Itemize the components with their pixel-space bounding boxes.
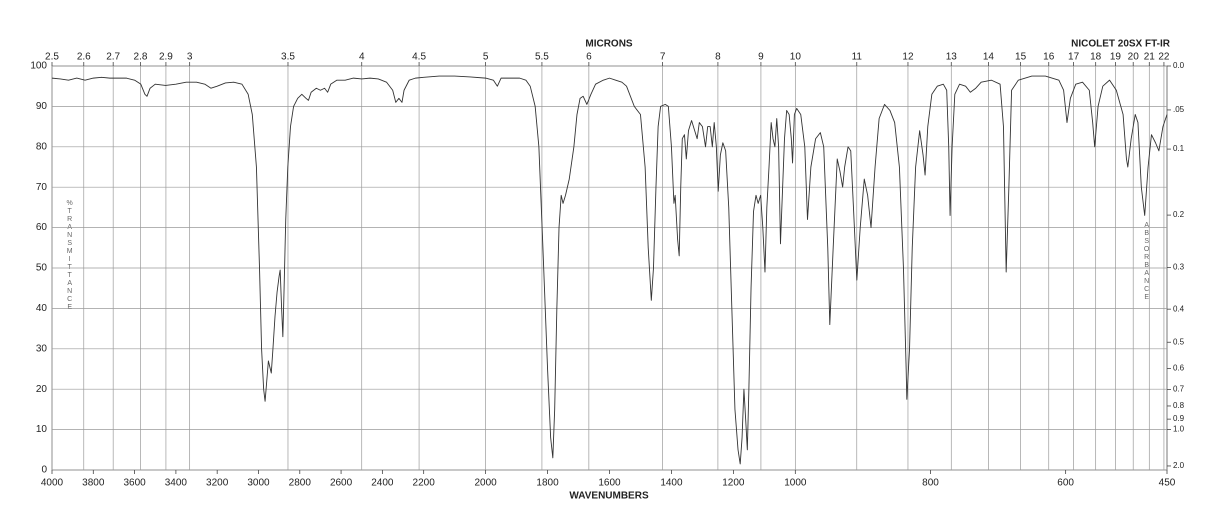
y-tick-label: 30 — [36, 343, 48, 354]
x-tick-label: 2600 — [330, 478, 353, 489]
x-tick-label: 450 — [1159, 478, 1176, 489]
y2-tick-label: 0.6 — [1173, 364, 1185, 373]
x-tick-label: 1200 — [722, 478, 745, 489]
x-tick-label: 3000 — [247, 478, 270, 489]
x2-tick-label: 5 — [483, 52, 489, 63]
y-tick-label: 80 — [36, 141, 48, 152]
x-tick-label: 2200 — [413, 478, 436, 489]
x2-axis-label: MICRONS — [585, 39, 633, 50]
y2-tick-label: .05 — [1173, 105, 1185, 114]
x-tick-label: 3400 — [165, 478, 188, 489]
chart-title: NICOLET 20SX FT-IR — [1071, 39, 1171, 50]
x2-tick-label: 21 — [1144, 52, 1156, 63]
x-tick-label: 2400 — [371, 478, 394, 489]
y-tick-label: 50 — [36, 263, 48, 274]
y-tick-label: 0 — [41, 465, 47, 476]
x-tick-label: 2800 — [289, 478, 312, 489]
y2-tick-label: 0.1 — [1173, 144, 1185, 153]
y-tick-label: 10 — [36, 424, 48, 435]
x2-tick-label: 3.5 — [281, 52, 295, 63]
x2-tick-label: 15 — [1015, 52, 1027, 63]
x2-tick-label: 10 — [790, 52, 802, 63]
x2-tick-label: 9 — [758, 52, 764, 63]
x2-tick-label: 2.7 — [106, 52, 120, 63]
x2-tick-label: 14 — [983, 52, 995, 63]
x-tick-label: 4000 — [41, 478, 64, 489]
x-tick-label: 1600 — [598, 478, 621, 489]
y-tick-label: 90 — [36, 101, 48, 112]
x2-tick-label: 6 — [586, 52, 592, 63]
x-tick-label: 2000 — [474, 478, 497, 489]
x2-tick-label: 2.8 — [134, 52, 148, 63]
x2-tick-label: 13 — [946, 52, 958, 63]
x2-tick-label: 19 — [1110, 52, 1122, 63]
x2-tick-label: 22 — [1158, 52, 1170, 63]
x2-tick-label: 18 — [1090, 52, 1102, 63]
x-axis-label: WAVENUMBERS — [569, 491, 649, 502]
x2-tick-label: 12 — [902, 52, 914, 63]
y-axis-label: %TRANSMITTANCE — [66, 200, 73, 312]
x2-tick-label: 3 — [187, 52, 193, 63]
x2-tick-label: 4 — [359, 52, 365, 63]
y-tick-label: 60 — [36, 222, 48, 233]
x-tick-label: 1400 — [660, 478, 683, 489]
x2-tick-label: 11 — [852, 52, 863, 63]
y-tick-label: 70 — [36, 182, 48, 193]
x-tick-label: 3600 — [123, 478, 146, 489]
y2-tick-label: 0.0 — [1173, 61, 1185, 70]
x-tick-label: 1800 — [536, 478, 559, 489]
x2-tick-label: 7 — [660, 52, 666, 63]
x-tick-label: 3800 — [82, 478, 105, 489]
y2-tick-label: 1.0 — [1173, 425, 1185, 434]
x-tick-label: 800 — [922, 478, 939, 489]
y2-tick-label: 0.4 — [1173, 304, 1185, 313]
y2-tick-label: 0.2 — [1173, 210, 1185, 219]
x2-tick-label: 4.5 — [412, 52, 426, 63]
y2-tick-label: 2.0 — [1173, 461, 1185, 470]
x2-tick-label: 2.9 — [159, 52, 173, 63]
x2-tick-label: 16 — [1043, 52, 1055, 63]
y2-axis-label: ABSORBANCE — [1143, 222, 1150, 302]
x2-tick-label: 2.6 — [77, 52, 91, 63]
x2-tick-label: 20 — [1128, 52, 1140, 63]
y2-tick-label: 0.3 — [1173, 263, 1185, 272]
y2-tick-label: 0.8 — [1173, 401, 1185, 410]
y2-tick-label: 0.7 — [1173, 385, 1185, 394]
x-tick-label: 600 — [1057, 478, 1074, 489]
x2-tick-label: 8 — [715, 52, 721, 63]
y-tick-label: 20 — [36, 384, 48, 395]
spectrum-line — [51, 75, 1168, 465]
x2-tick-label: 2.5 — [45, 52, 59, 63]
y-tick-label: 100 — [30, 61, 47, 72]
x-tick-label: 1000 — [784, 478, 807, 489]
x2-tick-label: 5.5 — [535, 52, 549, 63]
x-tick-label: 3200 — [206, 478, 229, 489]
x2-tick-label: 17 — [1068, 52, 1080, 63]
y2-tick-label: 0.5 — [1173, 337, 1185, 346]
y-tick-label: 40 — [36, 303, 48, 314]
y2-tick-label: 0.9 — [1173, 414, 1185, 423]
